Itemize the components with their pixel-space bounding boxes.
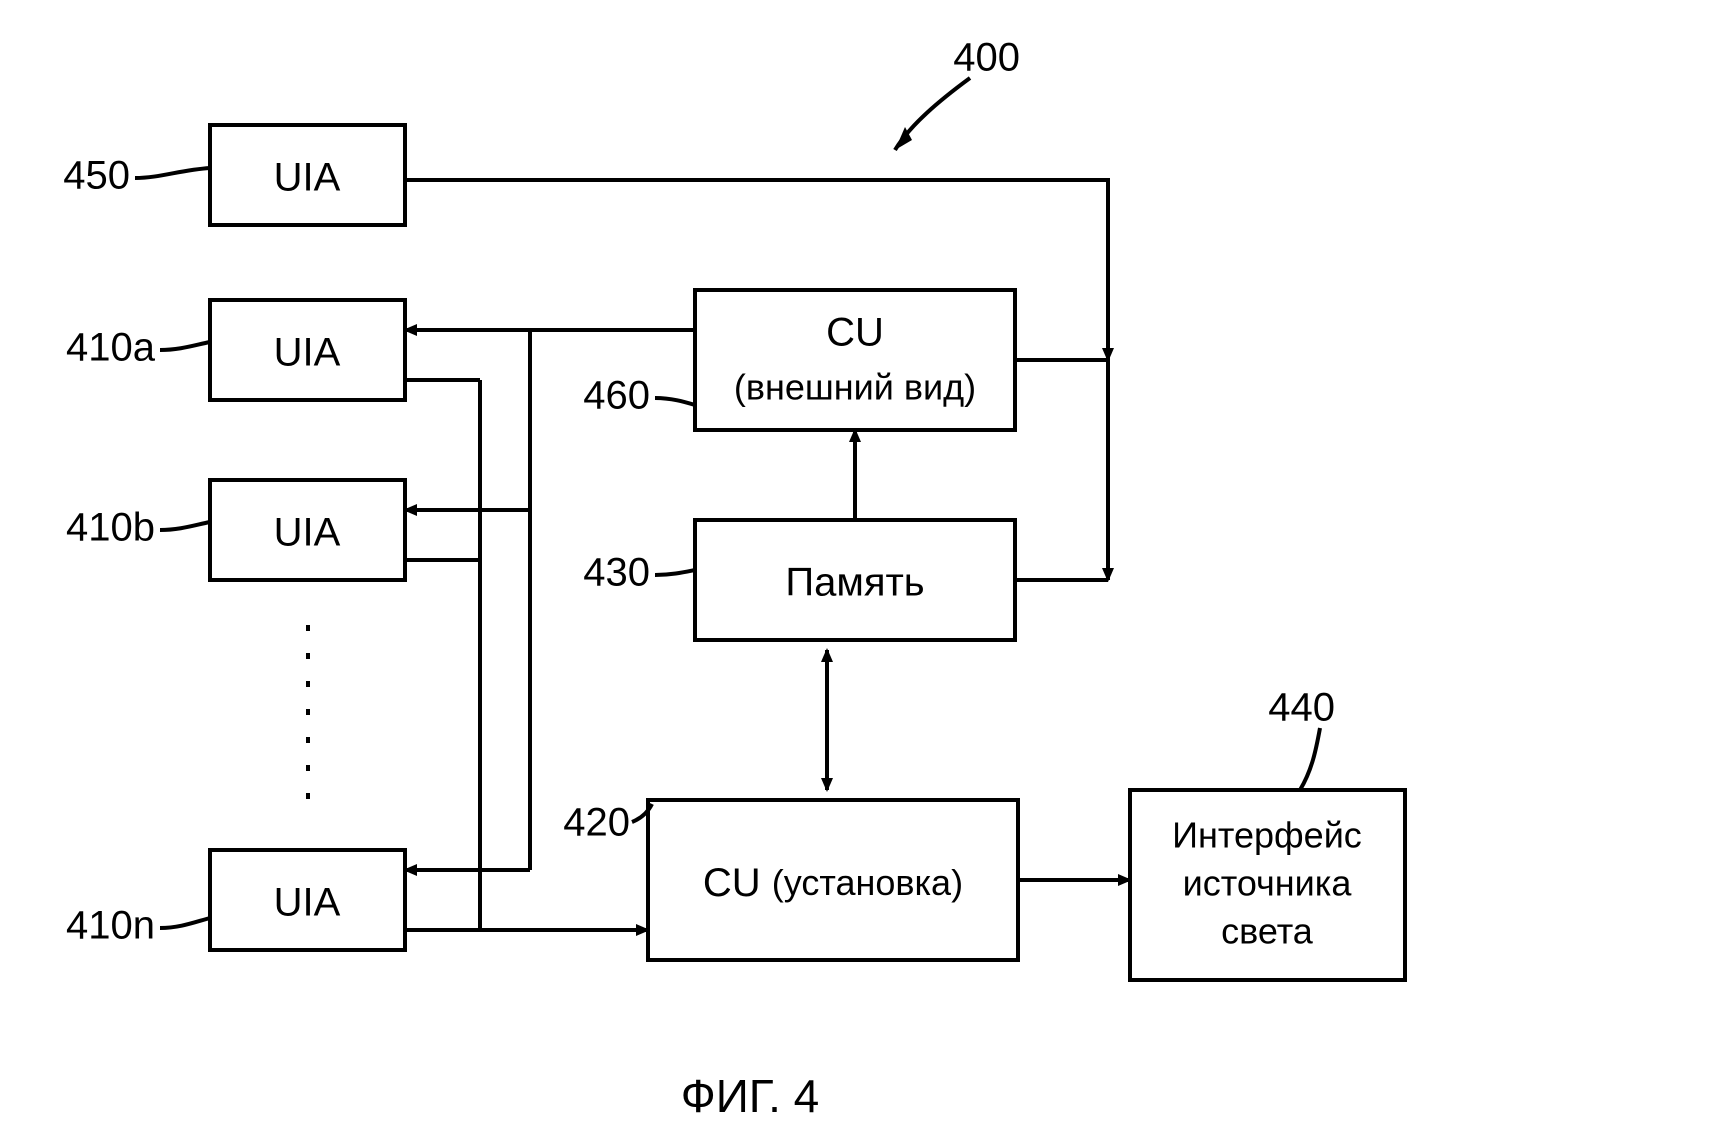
leader-440: [1300, 728, 1320, 790]
ref-400: 400: [953, 36, 1020, 80]
node-uia-410n: UIA: [210, 850, 405, 950]
leader-450: [135, 168, 210, 178]
node-cu-420-line1: CU: [703, 861, 772, 905]
ref-440: 440: [1268, 686, 1335, 730]
node-memory-430-label: Память: [785, 561, 924, 605]
node-uia-450: UIA: [210, 125, 405, 225]
node-cu-460: CU (внешний вид): [695, 290, 1015, 430]
figure-caption: ФИГ. 4: [681, 1070, 819, 1122]
node-cu-460-line1: CU: [826, 311, 884, 355]
node-memory-430: Память: [695, 520, 1015, 640]
node-uia-410b-label: UIA: [274, 511, 341, 555]
ref-420: 420: [563, 801, 630, 845]
node-uia-410a-label: UIA: [274, 331, 341, 375]
node-interface-440: Интерфейс источника света: [1130, 790, 1405, 980]
ref-410n: 410n: [66, 904, 155, 948]
node-cu-420-line2: (установка): [772, 862, 963, 903]
node-interface-440-line1: Интерфейс: [1172, 815, 1362, 856]
node-interface-440-line3: света: [1221, 911, 1314, 952]
leader-410a: [160, 342, 210, 350]
ref-430: 430: [583, 551, 650, 595]
node-cu-460-line2: (внешний вид): [734, 367, 976, 408]
diagram-canvas: UIA 450 UIA 410a UIA 410b UIA 410n CU (в…: [0, 0, 1711, 1145]
leader-410n: [160, 918, 210, 928]
node-cu-420-textrow: CU (установка): [703, 861, 963, 905]
ref-410b: 410b: [66, 506, 155, 550]
leader-410b: [160, 522, 210, 530]
node-uia-410b: UIA: [210, 480, 405, 580]
node-uia-450-label: UIA: [274, 156, 341, 200]
ref-410a: 410a: [66, 326, 156, 370]
node-interface-440-line2: источника: [1183, 863, 1353, 904]
leader-430: [655, 570, 695, 575]
node-uia-410a: UIA: [210, 300, 405, 400]
ref-450: 450: [63, 154, 130, 198]
node-cu-420: CU (установка): [648, 800, 1018, 960]
ref-460: 460: [583, 374, 650, 418]
node-uia-410n-label: UIA: [274, 881, 341, 925]
leader-460: [655, 398, 695, 405]
